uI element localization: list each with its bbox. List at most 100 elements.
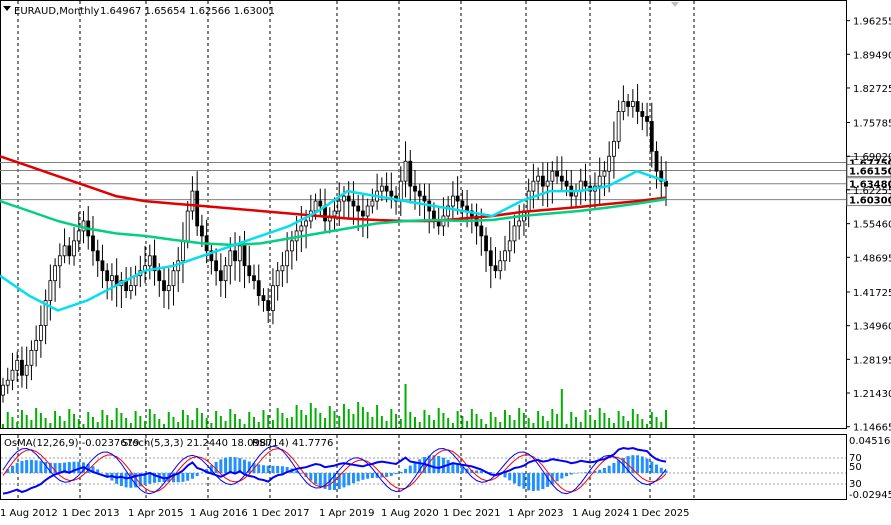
candle-body xyxy=(494,266,497,271)
osma-bar xyxy=(390,473,393,476)
candle-body xyxy=(456,196,459,201)
candle-body xyxy=(219,271,222,281)
osma-bar xyxy=(636,455,639,473)
candle-body xyxy=(480,226,483,236)
candle-body xyxy=(527,191,530,211)
osma-bar xyxy=(371,473,374,478)
osma-bar xyxy=(262,465,265,473)
osma-bar xyxy=(234,457,237,473)
candle-body xyxy=(243,246,246,266)
osma-bar xyxy=(518,473,521,486)
candle-body xyxy=(35,340,38,350)
vertical-gridlines xyxy=(18,1,694,499)
candle-body xyxy=(186,211,189,241)
candle-body xyxy=(612,141,615,156)
osma-bar xyxy=(319,473,322,487)
candle-body xyxy=(603,171,606,176)
osma-bar xyxy=(39,461,42,473)
osma-bar xyxy=(229,457,232,473)
candle-body xyxy=(96,251,99,261)
osma-bar xyxy=(281,466,284,473)
osma-bar xyxy=(617,460,620,473)
candle-body xyxy=(385,186,388,191)
osma-bar xyxy=(522,473,525,489)
osma-bar xyxy=(129,473,132,488)
candle-body xyxy=(181,241,184,261)
candle-body xyxy=(499,261,502,271)
x-tick-label: 1 Apr 2019 xyxy=(319,508,374,519)
osma-bar xyxy=(503,473,506,477)
candle-body xyxy=(342,196,345,201)
candle-body xyxy=(20,360,23,375)
osc-level-30: 30 xyxy=(849,479,862,490)
osma-bar xyxy=(35,460,38,473)
candle-body xyxy=(300,226,303,231)
osma-bar xyxy=(361,473,364,480)
y-tick-label: 1.14665 xyxy=(853,423,891,434)
candle-body xyxy=(290,241,293,251)
osma-bar xyxy=(603,468,606,473)
candle-body xyxy=(333,211,336,216)
candle-body xyxy=(281,266,284,271)
candle-body xyxy=(257,281,260,296)
osma-bar xyxy=(456,465,459,473)
osma-bar xyxy=(357,473,360,481)
candle-body xyxy=(224,266,227,281)
candle-body xyxy=(451,196,454,206)
osma-bar xyxy=(243,460,246,473)
candle-body xyxy=(91,236,94,251)
osma-bar xyxy=(532,473,535,491)
osma-bar xyxy=(650,461,653,473)
candle-body xyxy=(352,201,355,206)
osc-level-50: 50 xyxy=(849,462,862,473)
candle-body xyxy=(16,360,19,370)
osma-bar xyxy=(271,466,274,473)
candle-body xyxy=(537,176,540,181)
x-tick-label: 1 Aug 2020 xyxy=(381,508,439,519)
osma-bar xyxy=(342,473,345,487)
candle-body xyxy=(608,156,611,171)
osma-bar xyxy=(409,466,412,473)
x-tick-label: 1 Dec 2017 xyxy=(252,508,310,519)
stoch-label: Stoch(5,3,3) 21.2440 18.0987 xyxy=(122,438,273,449)
osma-bar xyxy=(556,473,559,481)
osma-bar xyxy=(257,464,260,473)
candle-body xyxy=(229,251,232,266)
candle-body xyxy=(267,301,270,311)
osma-bar xyxy=(447,460,450,473)
candle-body xyxy=(25,365,28,375)
candle-body xyxy=(39,325,42,340)
candle-body xyxy=(361,211,364,216)
osma-bar xyxy=(395,473,398,474)
candle-body xyxy=(49,281,52,301)
candle-body xyxy=(314,201,317,211)
osma-bar xyxy=(267,466,270,473)
osma-bar xyxy=(224,458,227,473)
y-tick-label: 1.96255 xyxy=(853,17,891,28)
volume-bars xyxy=(3,384,666,428)
candle-body xyxy=(598,176,601,186)
osma-bar xyxy=(404,469,407,473)
candle-body xyxy=(82,221,85,231)
osma-bar xyxy=(309,473,312,481)
candle-body xyxy=(200,226,203,236)
collapse-arrow-icon[interactable] xyxy=(3,6,11,11)
x-tick-label: 1 Dec 2021 xyxy=(443,508,501,519)
osc-scale-top: 0.0451648 xyxy=(849,436,891,447)
candle-body xyxy=(418,191,421,196)
candle-body xyxy=(532,181,535,191)
candle-body xyxy=(252,276,255,281)
osma-bar xyxy=(608,466,611,473)
candle-body xyxy=(238,246,241,261)
candle-body xyxy=(556,171,559,176)
candle-body xyxy=(641,111,644,116)
candle-body xyxy=(461,201,464,206)
candle-body xyxy=(58,256,61,266)
candle-body xyxy=(347,196,350,201)
osma-bar xyxy=(584,472,587,473)
candle-body xyxy=(380,186,383,191)
x-tick-label: 1 Dec 2013 xyxy=(62,508,120,519)
candle-body xyxy=(110,276,113,281)
